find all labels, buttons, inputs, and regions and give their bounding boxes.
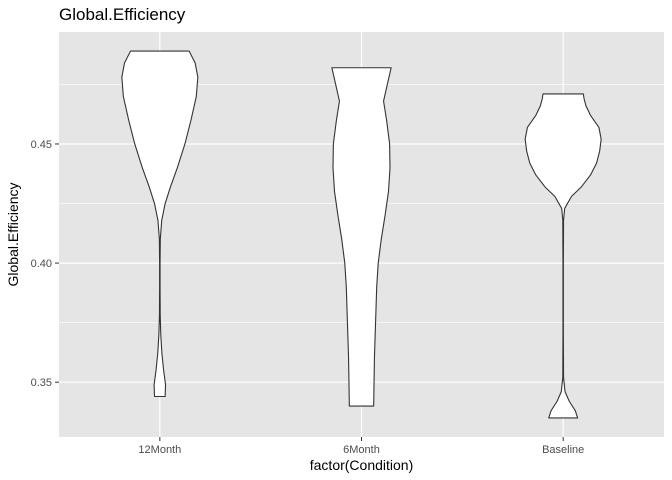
chart-title: Global.Efficiency [59,5,186,24]
x-axis-title: factor(Condition) [310,457,414,473]
y-axis-ticks: 0.35 0.40 0.45 [31,139,59,389]
x-tick-label: 6Month [343,444,380,456]
y-tick-label: 0.45 [31,139,52,151]
violin-6month [331,67,392,407]
violins [121,50,602,419]
y-tick-label: 0.40 [31,258,52,270]
y-axis-title: Global.Efficiency [5,182,21,286]
violin-12month [121,50,199,398]
violin-baseline [524,93,602,419]
x-axis-ticks: 12Month 6Month Baseline [138,437,584,456]
y-tick-label: 0.35 [31,377,52,389]
x-tick-label: 12Month [138,444,181,456]
x-tick-label: Baseline [542,444,584,456]
